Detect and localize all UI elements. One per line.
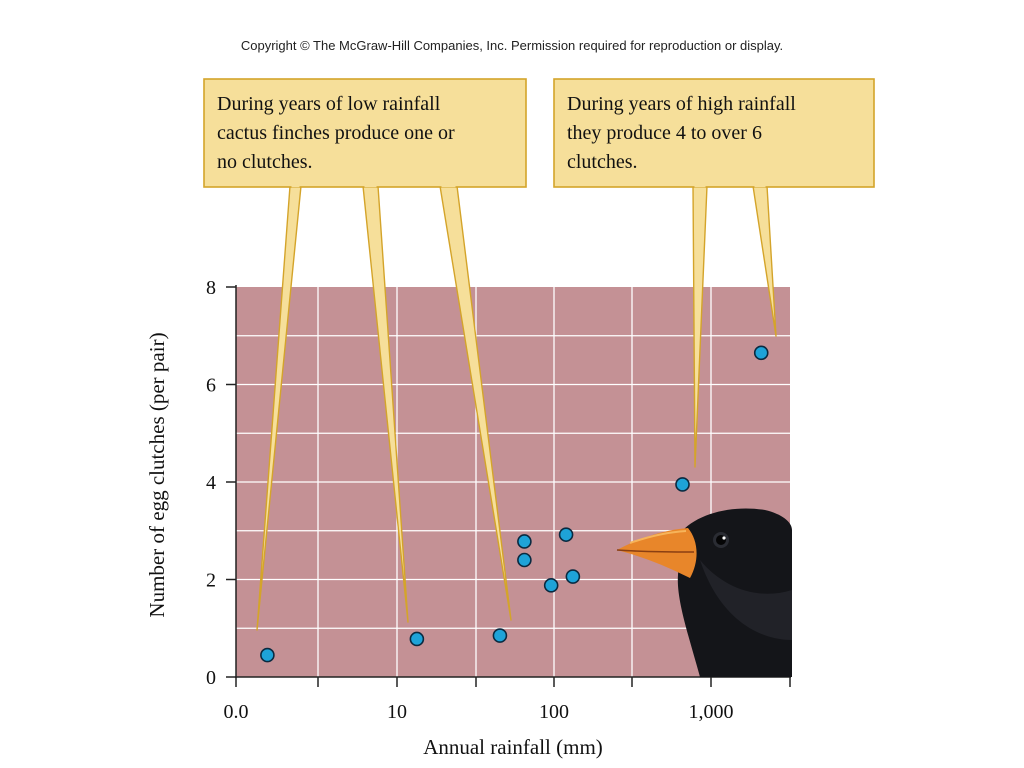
callout-text-line: clutches. <box>567 151 638 173</box>
finch-eye-highlight <box>722 536 726 540</box>
data-point <box>260 647 275 663</box>
callout-low-rainfall: During years of low rainfall cactus finch… <box>203 78 527 631</box>
y-axis-title: Number of egg clutches (per pair) <box>145 332 169 617</box>
data-point <box>675 477 690 492</box>
data-point <box>409 631 425 647</box>
callout-high-rainfall: During years of high rainfall they produc… <box>553 78 875 468</box>
data-point <box>558 527 574 542</box>
data-point <box>753 345 769 361</box>
data-point <box>543 578 559 593</box>
y-tick-label: 4 <box>206 472 216 494</box>
finch-beak-highlight <box>629 530 687 544</box>
callout-text-line: they produce 4 to over 6 <box>567 122 762 144</box>
callout-text-line: During years of high rainfall <box>567 93 796 115</box>
finch-beak <box>617 528 697 578</box>
x-tick-label: 0.0 <box>224 701 249 723</box>
callout-text-line: During years of low rainfall <box>217 93 441 115</box>
y-tick-label: 2 <box>206 570 216 592</box>
y-tick-label: 0 <box>206 667 216 689</box>
finch-beak-line <box>616 549 695 553</box>
data-points <box>260 345 769 663</box>
x-tick-label: 1,000 <box>689 701 734 723</box>
callout-text-line: no clutches. <box>217 151 313 173</box>
x-tick-label: 10 <box>387 701 407 723</box>
callout-box <box>203 78 527 188</box>
callout-box <box>553 78 875 188</box>
copyright-notice: Copyright © The McGraw-Hill Companies, I… <box>240 38 784 53</box>
callout-text-line: cactus finches produce one or <box>217 122 455 144</box>
x-tick-label: 100 <box>539 701 569 723</box>
data-point <box>517 552 532 568</box>
finch-shading <box>700 560 792 640</box>
data-point <box>492 628 508 643</box>
finch-head-illustration <box>616 508 792 677</box>
axes <box>226 285 791 687</box>
data-point <box>517 534 532 549</box>
y-tick-label: 6 <box>206 375 216 397</box>
data-point <box>565 569 581 584</box>
y-tick-label: 8 <box>206 277 216 299</box>
callouts: During years of low rainfall cactus finch… <box>203 78 875 631</box>
axis-labels: 0 2 4 6 8 0.0 10 100 1,000 Annual rainfall (mm) Nu… <box>145 277 734 759</box>
x-axis-title: Annual rainfall (mm) <box>423 735 603 759</box>
